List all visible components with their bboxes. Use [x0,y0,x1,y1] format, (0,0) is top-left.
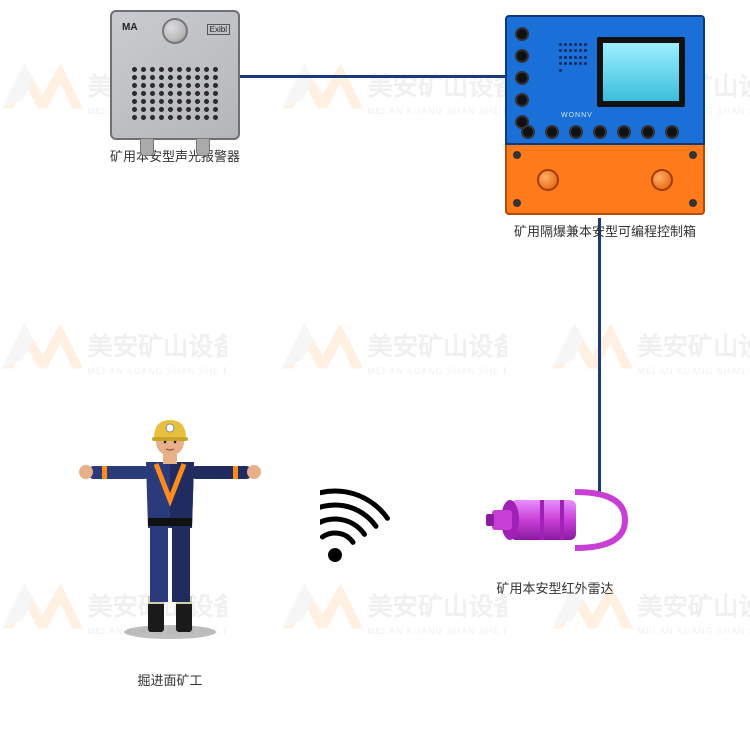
svg-text:美安矿山设备: 美安矿山设备 [638,332,750,361]
controller-button [515,49,529,63]
miner-node: 掘进面矿工 [105,400,235,689]
svg-text:MEI AN KUANG SHAN SHE BEI: MEI AN KUANG SHAN SHE BEI [368,626,508,636]
alarm-connector-left [140,138,154,156]
alarm-speaker-grill [130,60,220,126]
controller-button [515,71,529,85]
controller-node: WONNV 矿用隔爆兼本安型可编程控制箱 [505,15,705,240]
alarm-device-node: MA Exibl 矿用本安型声光报警器 [110,10,240,165]
controller-port-row [521,125,679,139]
svg-text:MEI AN KUANG SHAN SHE BEI: MEI AN KUANG SHAN SHE BEI [368,106,508,116]
miner-label: 掘进面矿工 [137,670,202,689]
controller-port [593,125,607,139]
svg-text:MEI AN KUANG SHAN SHE BEI: MEI AN KUANG SHAN SHE BEI [368,366,508,376]
radar-label: 矿用本安型红外雷达 [496,578,613,597]
controller-screw [513,151,521,159]
controller-port [545,125,559,139]
wireless-signal-icon [320,485,430,580]
controller-port [641,125,655,139]
alarm-label: 矿用本安型声光报警器 [110,146,240,165]
svg-text:MEI AN KUANG SHAN SHE BEI: MEI AN KUANG SHAN SHE BEI [638,366,750,376]
controller-cap-left [537,169,559,191]
alarm-ex-label: Exibl [207,24,230,35]
svg-text:美安矿山设备: 美安矿山设备 [368,332,508,361]
controller-port [665,125,679,139]
controller-brand: WONNV [561,112,593,119]
controller-button [515,93,529,107]
controller-port [521,125,535,139]
controller-screw [689,151,697,159]
controller-screen [597,37,685,107]
controller-speaker [559,43,589,73]
alarm-indicator-light [162,18,188,44]
controller-body: WONNV [505,15,705,215]
controller-port [617,125,631,139]
controller-screw [689,199,697,207]
radar-node: 矿用本安型红外雷达 [480,480,630,597]
controller-top-section: WONNV [505,15,705,145]
svg-text:MEI AN KUANG SHAN SHE BEI: MEI AN KUANG SHAN SHE BEI [88,366,227,376]
controller-port [569,125,583,139]
svg-text:美安矿山设备: 美安矿山设备 [88,332,227,361]
controller-button [515,27,529,41]
controller-label: 矿用隔爆兼本安型可编程控制箱 [514,221,696,240]
radar-body [480,480,630,560]
controller-cap-right [651,169,673,191]
svg-text:MEI AN KUANG SHAN SHE BEI: MEI AN KUANG SHAN SHE BEI [638,626,750,636]
controller-button-column [515,27,529,129]
controller-bottom-section [505,145,705,215]
alarm-connector-right [196,138,210,156]
alarm-ma-label: MA [122,22,138,33]
controller-screw [513,199,521,207]
alarm-device-body: MA Exibl [110,10,240,140]
miner-figure [105,400,235,640]
svg-text:美安矿山设备: 美安矿山设备 [638,592,750,621]
